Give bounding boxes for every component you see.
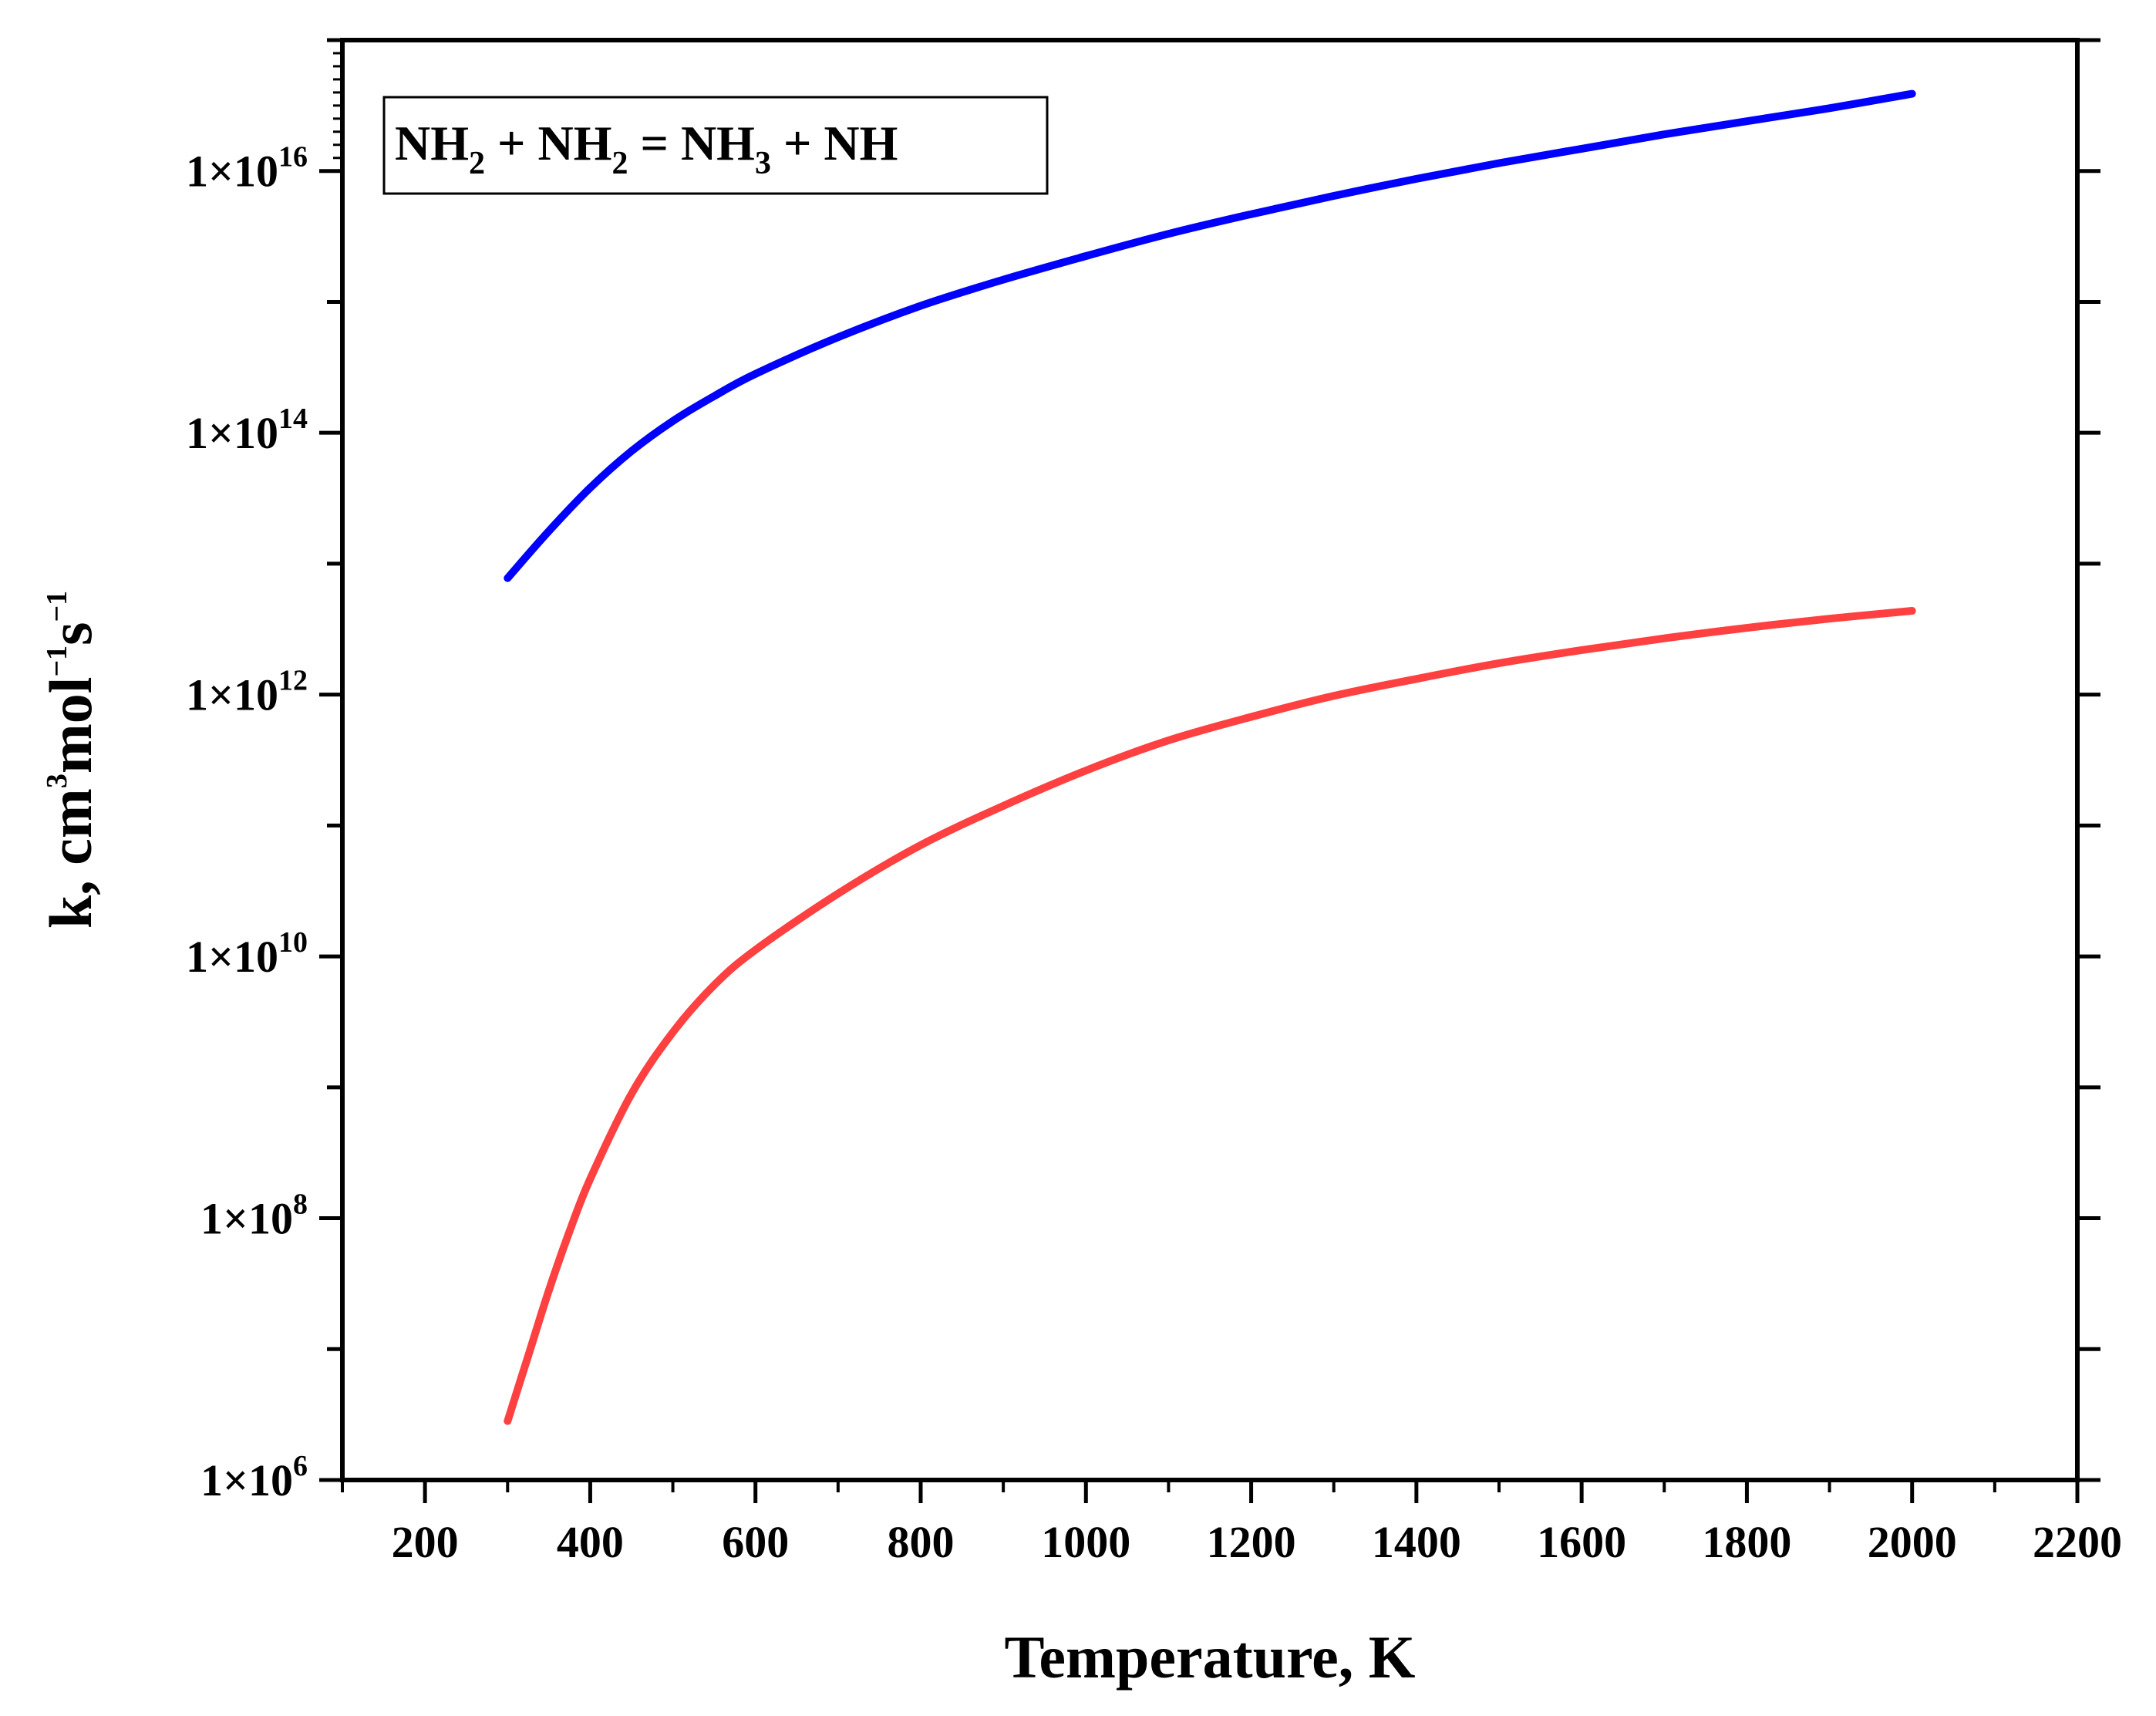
x-tick-label: 200 xyxy=(392,1517,459,1567)
y-tick-label: 1×1010 xyxy=(186,926,308,982)
y-tick-label: 1×1016 xyxy=(186,141,308,197)
y-tick-label: 1×1012 xyxy=(186,665,308,720)
reaction-label: NH2 + NH2 = NH3 + NH xyxy=(395,116,898,181)
x-tick-labels: 200 400 600 800 1000 1200 1400 1600 1800 2000 2200 xyxy=(392,1517,2122,1567)
x-tick-label: 1600 xyxy=(1537,1517,1626,1567)
series-line xyxy=(504,89,1916,582)
y-tick-label: 1×108 xyxy=(200,1188,308,1244)
ticks-layer xyxy=(319,38,2100,1503)
x-tick-label: 600 xyxy=(722,1517,789,1567)
x-tick-label: 1400 xyxy=(1372,1517,1461,1567)
x-tick-label: 2200 xyxy=(2033,1517,2122,1567)
series-line xyxy=(504,607,1916,1425)
x-tick-label: 1200 xyxy=(1207,1517,1296,1567)
y-axis-title: k, cm3mol−1s−1 xyxy=(37,591,104,929)
y-tick-labels: 1×106 1×108 1×1010 1×1012 1×1014 1×1016 xyxy=(186,141,308,1505)
series-layer xyxy=(504,89,1916,1425)
x-tick-label: 1800 xyxy=(1702,1517,1791,1567)
x-axis-title: Temperature, K xyxy=(1005,1623,1416,1691)
y-tick-label: 1×1014 xyxy=(186,403,308,458)
legend-annotation: NH2 + NH2 = NH3 + NH xyxy=(382,96,1049,195)
x-tick-label: 2000 xyxy=(1868,1517,1957,1567)
x-tick-label: 1000 xyxy=(1041,1517,1130,1567)
x-tick-label: 400 xyxy=(557,1517,624,1567)
x-tick-label: 800 xyxy=(888,1517,955,1567)
y-tick-label: 1×106 xyxy=(200,1450,308,1505)
plot-frame xyxy=(340,38,2080,1482)
legend-box xyxy=(382,96,1049,195)
